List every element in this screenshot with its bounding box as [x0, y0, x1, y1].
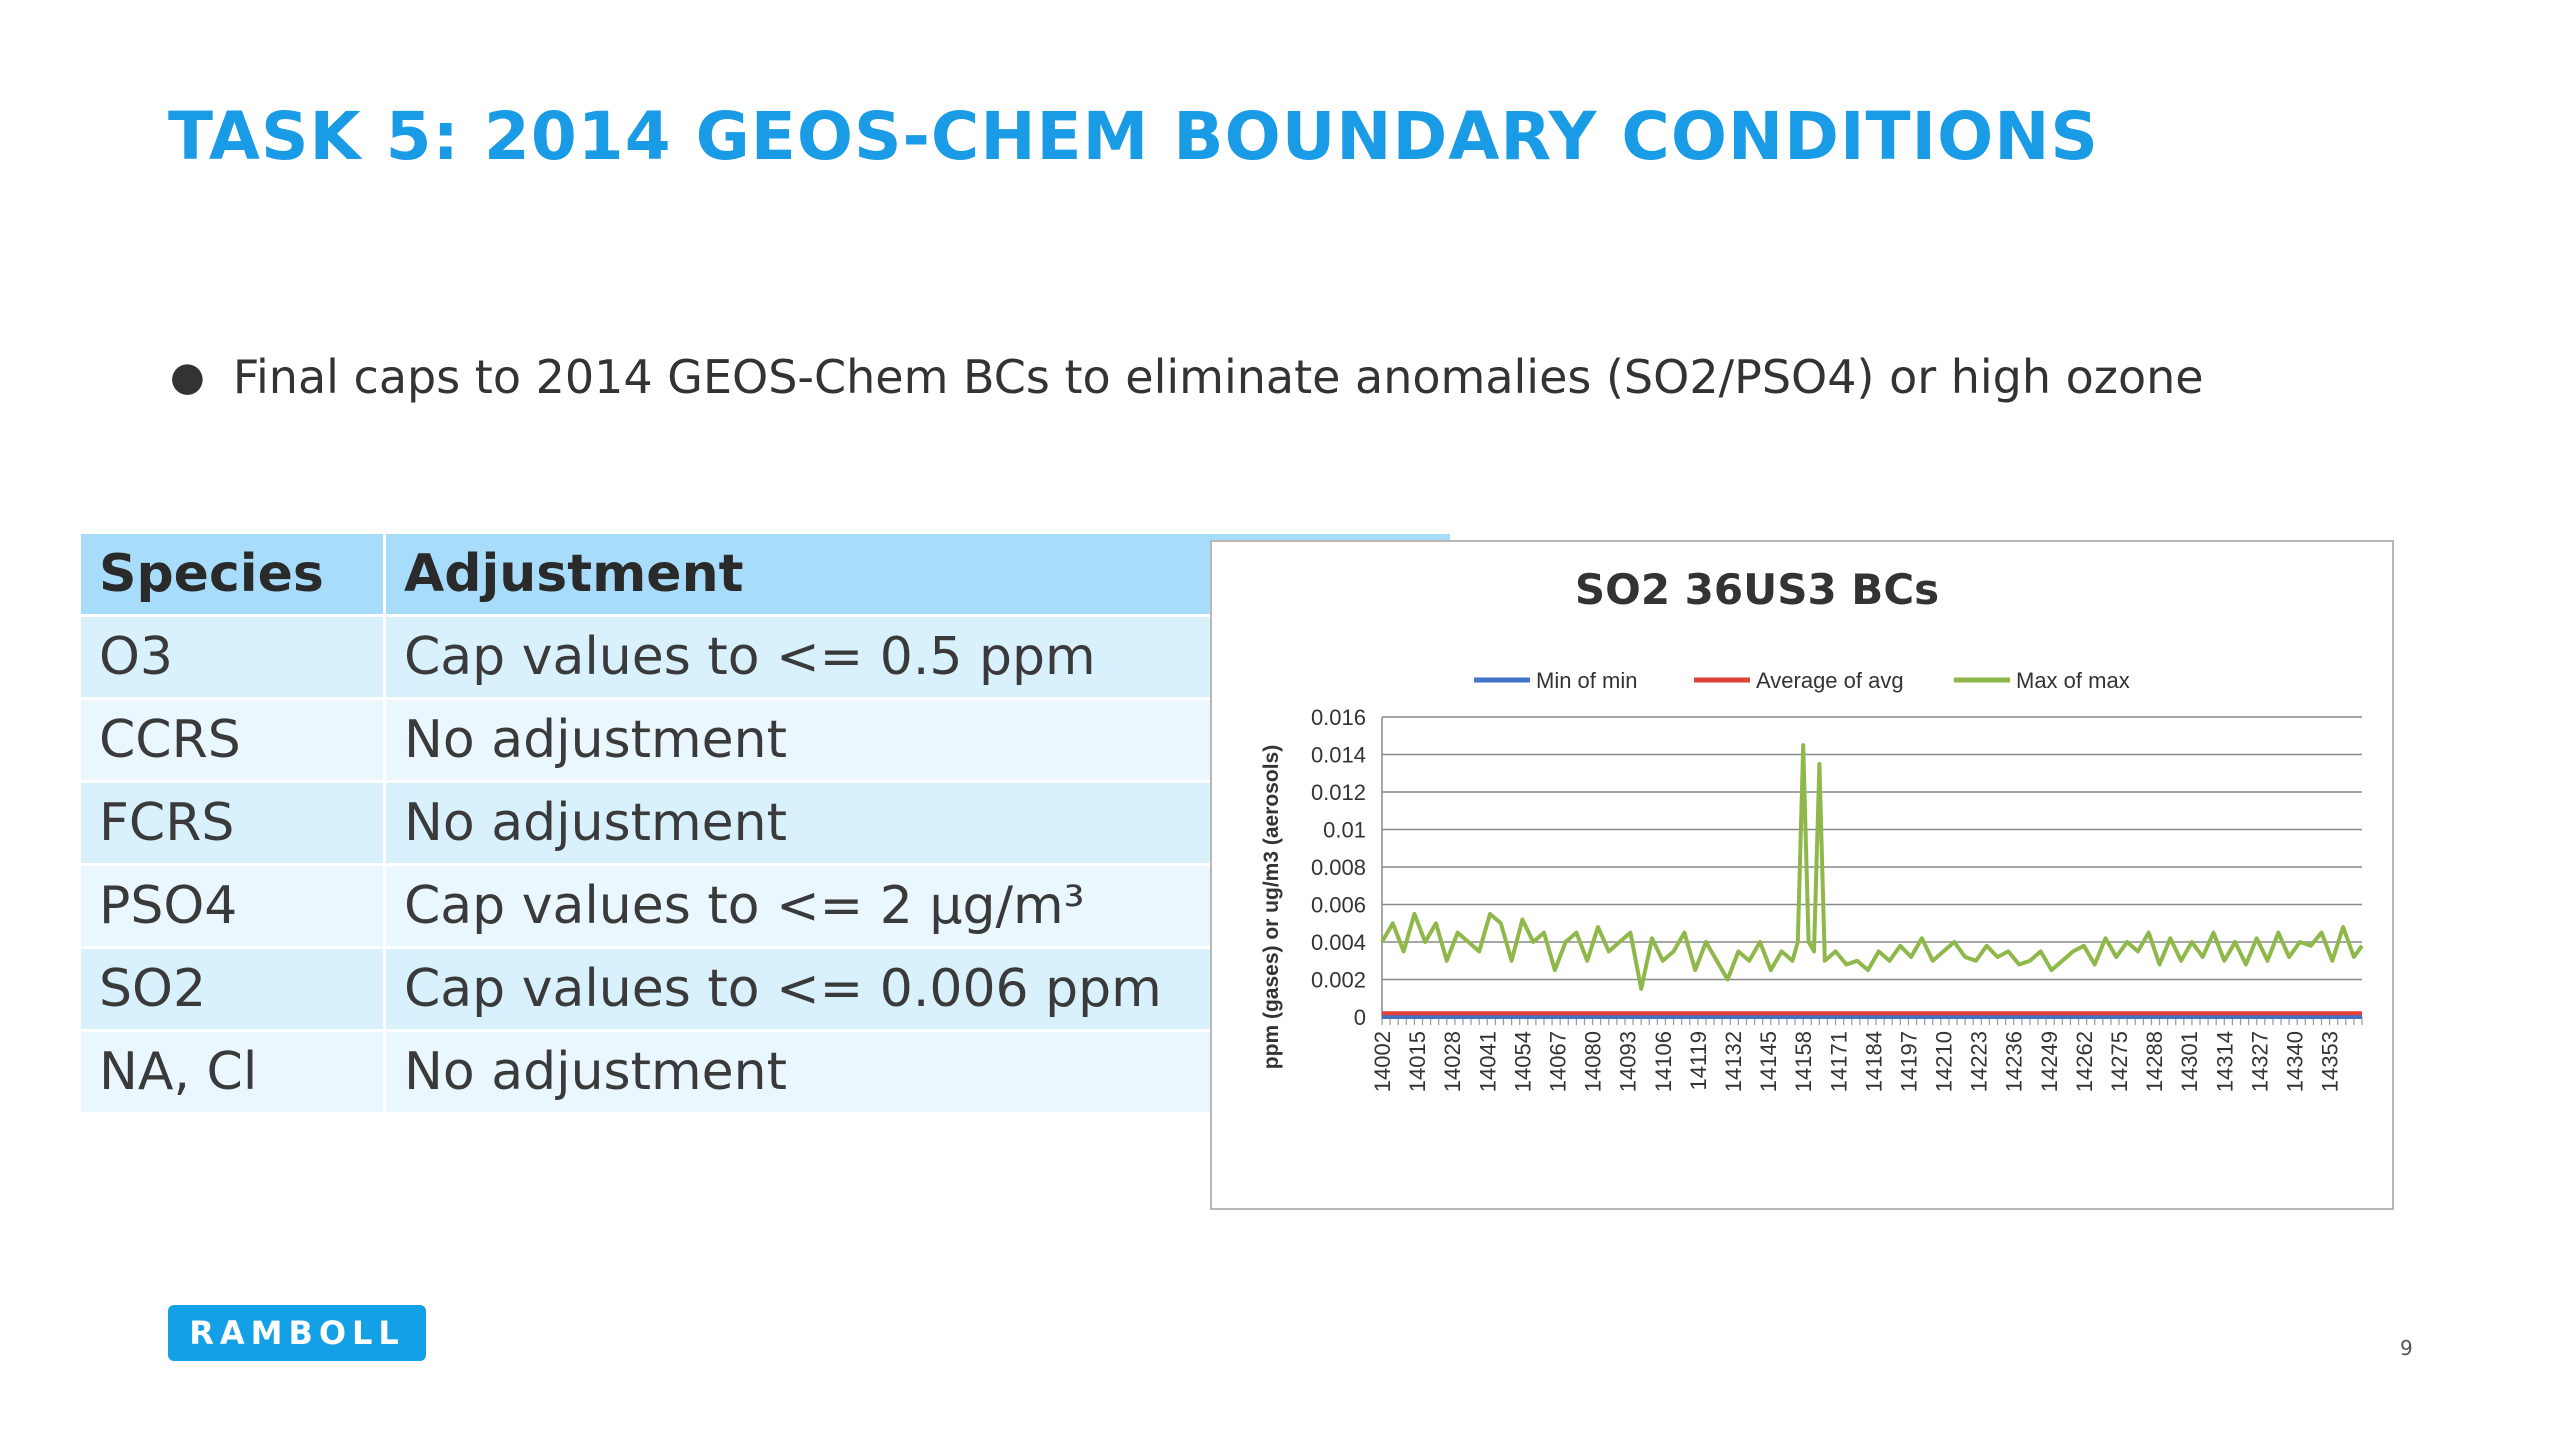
x-tick-label: 14327	[2247, 1031, 2272, 1092]
x-tick-label: 14080	[1581, 1031, 1606, 1092]
y-tick-label: 0.014	[1311, 743, 1366, 768]
x-tick-label: 14236	[2002, 1031, 2027, 1092]
y-tick-label: 0.016	[1311, 705, 1366, 730]
header-species: Species	[81, 534, 383, 614]
legend-label: Min of min	[1536, 668, 1637, 693]
species-cell: PSO4	[81, 866, 383, 946]
bullet-dot-icon: ●	[170, 354, 205, 400]
chart-title: SO2 36US3 BCs	[1575, 565, 1939, 614]
x-tick-label: 14288	[2142, 1031, 2167, 1092]
bullet-point: ● Final caps to 2014 GEOS-Chem BCs to el…	[170, 350, 2204, 404]
species-cell: O3	[81, 617, 383, 697]
ramboll-logo: RAMBOLL	[168, 1305, 426, 1361]
slide-title: TASK 5: 2014 GEOS-CHEM BOUNDARY CONDITIO…	[168, 98, 2099, 175]
species-cell: NA, Cl	[81, 1032, 383, 1112]
species-cell: CCRS	[81, 700, 383, 780]
chart-svg: SO2 36US3 BCs Min of min Average of avg Max…	[1260, 565, 2364, 1092]
y-axis-title: ppm (gases) or ug/m3 (aerosols)	[1260, 745, 1283, 1069]
x-tick-label: 14184	[1861, 1031, 1886, 1092]
x-tick-label: 14353	[2318, 1031, 2343, 1092]
x-tick-label: 14145	[1756, 1031, 1781, 1092]
x-tick-label: 14210	[1932, 1031, 1957, 1092]
y-tick-label: 0.012	[1311, 780, 1366, 805]
y-tick-label: 0.006	[1311, 893, 1366, 918]
x-tick-label: 14002	[1370, 1031, 1395, 1092]
x-tick-label: 14171	[1826, 1031, 1851, 1092]
x-tick-label: 14067	[1545, 1031, 1570, 1092]
y-tick-label: 0.008	[1311, 855, 1366, 880]
x-tick-label: 14158	[1791, 1031, 1816, 1092]
x-tick-label: 14028	[1440, 1031, 1465, 1092]
x-tick-label: 14262	[2072, 1031, 2097, 1092]
x-tick-label: 14119	[1686, 1031, 1711, 1091]
x-tick-label: 14132	[1721, 1031, 1746, 1092]
legend-label: Average of avg	[1756, 668, 1904, 693]
y-tick-label: 0	[1354, 1005, 1366, 1030]
series-line	[1380, 743, 2364, 991]
x-tick-label: 14015	[1405, 1031, 1430, 1092]
x-tick-label: 14041	[1475, 1031, 1500, 1092]
x-tick-label: 14223	[1967, 1031, 1992, 1092]
x-tick-label: 14197	[1896, 1031, 1921, 1092]
x-tick-label: 14301	[2177, 1031, 2202, 1092]
x-tick-label: 14249	[2037, 1031, 2062, 1092]
species-cell: SO2	[81, 949, 383, 1029]
y-tick-label: 0.002	[1311, 968, 1366, 993]
so2-chart: SO2 36US3 BCs Min of min Average of avg Max…	[1210, 540, 2394, 1210]
y-tick-label: 0.01	[1323, 818, 1366, 843]
x-tick-label: 14275	[2107, 1031, 2132, 1092]
species-cell: FCRS	[81, 783, 383, 863]
x-tick-label: 14093	[1616, 1031, 1641, 1092]
bullet-text: Final caps to 2014 GEOS-Chem BCs to elim…	[232, 350, 2204, 404]
x-tick-label: 14340	[2283, 1031, 2308, 1092]
x-tick-label: 14314	[2212, 1031, 2237, 1092]
x-tick-label: 14106	[1651, 1031, 1676, 1092]
y-tick-label: 0.004	[1311, 930, 1366, 955]
legend-label: Max of max	[2016, 668, 2130, 693]
page-number: 9	[2400, 1336, 2413, 1360]
x-tick-label: 14054	[1510, 1031, 1535, 1092]
